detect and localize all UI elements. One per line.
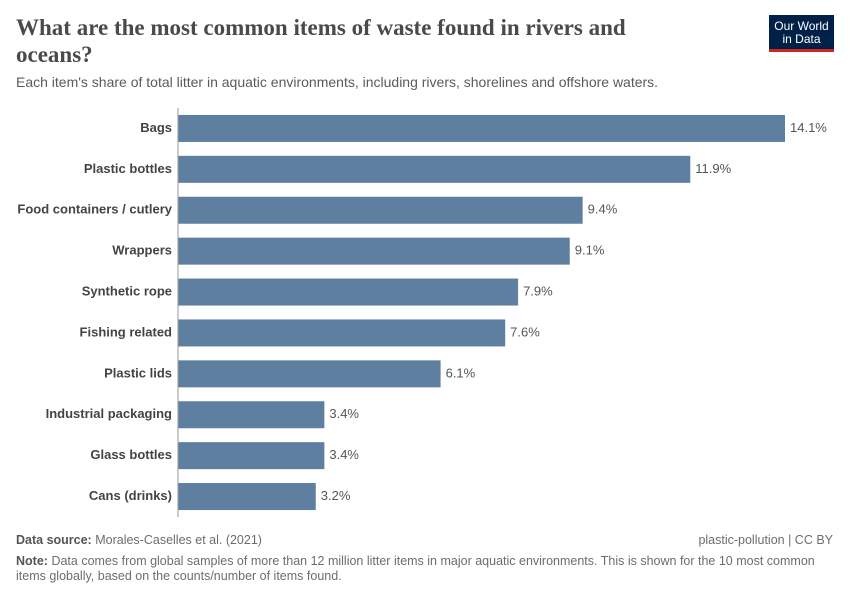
value-label: 9.4% — [588, 202, 618, 217]
note-text: Data comes from global samples of more t… — [16, 554, 815, 583]
category-label: Food containers / cutlery — [17, 202, 172, 217]
bar — [178, 196, 583, 224]
logo[interactable]: Our World in Data — [769, 15, 834, 52]
value-label: 11.9% — [695, 161, 731, 176]
chart: Bags 14.1% Plastic bottles 11.9% Food contai… — [17, 108, 827, 517]
logo-line: in Data — [782, 32, 821, 46]
value-label: 3.4% — [329, 447, 359, 462]
value-label: 14.1% — [790, 120, 827, 135]
category-label: Glass bottles — [90, 447, 172, 462]
bar — [178, 360, 441, 388]
category-label: Industrial packaging — [46, 406, 172, 421]
value-label: 7.9% — [523, 283, 553, 298]
value-label: 3.2% — [321, 488, 351, 503]
value-label: 9.1% — [575, 243, 605, 258]
value-label: 7.6% — [510, 324, 540, 339]
category-label: Fishing related — [80, 324, 173, 339]
category-label: Wrappers — [112, 243, 172, 258]
value-label: 6.1% — [446, 365, 476, 380]
category-label: Plastic lids — [104, 365, 172, 380]
note: Note: Data comes from global samples of … — [16, 554, 816, 584]
source-text[interactable]: Morales-Caselles et al. (2021) — [95, 533, 262, 547]
category-label: Bags — [140, 120, 172, 135]
chart-subtitle: Each item's share of total litter in aqu… — [16, 74, 659, 90]
logo-line: Our World — [774, 19, 829, 33]
source: Data source: Morales-Caselles et al. (20… — [16, 533, 262, 548]
bar — [178, 155, 691, 183]
category-label: Cans (drinks) — [89, 488, 172, 503]
value-label: 3.4% — [329, 406, 359, 421]
note-label: Note: — [16, 554, 48, 568]
bar — [178, 114, 785, 142]
bar — [178, 401, 325, 429]
bar — [178, 442, 325, 470]
chart-title: What are the most common items of waste … — [16, 15, 626, 67]
bar — [178, 278, 519, 306]
bar — [178, 319, 506, 347]
category-label: Synthetic rope — [82, 283, 172, 298]
category-label: Plastic bottles — [84, 161, 172, 176]
source-label: Data source: — [16, 533, 92, 547]
bar — [178, 237, 570, 265]
footer-right[interactable]: plastic-pollution | CC BY — [698, 533, 833, 547]
bar — [178, 483, 316, 511]
